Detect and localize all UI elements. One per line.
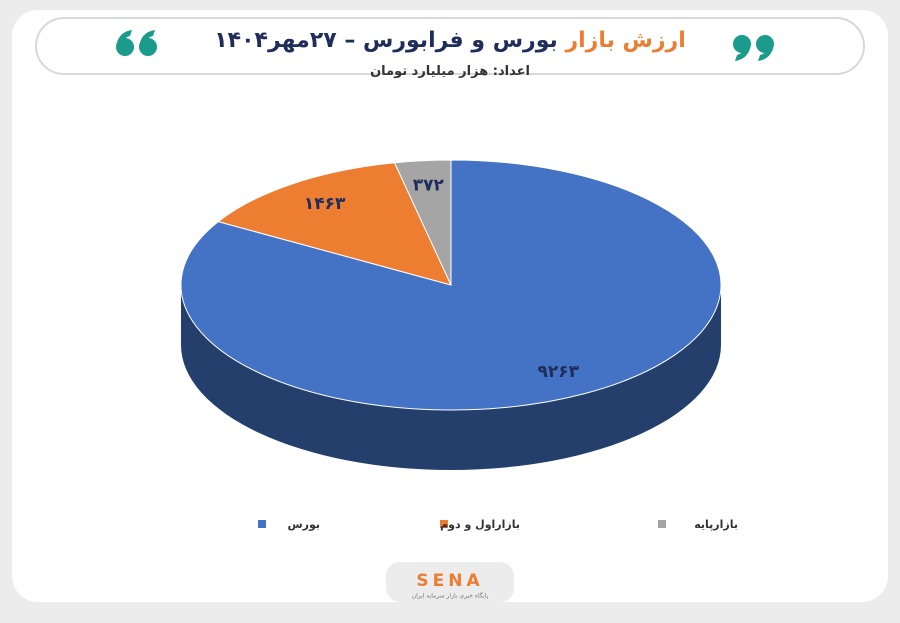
legend: بورس بازاراول و دوم بازارپایه xyxy=(258,518,738,531)
legend-label: بازاراول و دوم xyxy=(440,518,520,531)
title-highlight: ارزش بازار xyxy=(565,28,686,53)
title-rest: بورس و فرابورس – ۲۷مهر۱۴۰۴ xyxy=(214,28,558,53)
chart-title: ارزش بازار بورس و فرابورس – ۲۷مهر۱۴۰۴ xyxy=(0,28,900,53)
chart-subtitle: اعداد: هزار میلیارد تومان xyxy=(370,64,530,79)
slice-side xyxy=(181,285,721,470)
logo-bg xyxy=(386,562,514,602)
slice xyxy=(217,162,452,286)
pie: ۹۲۶۳ ۱۴۶۳ ۳۷۲ xyxy=(180,159,722,470)
data-label: ۹۲۶۳ xyxy=(537,362,579,382)
legend-marker xyxy=(658,520,666,528)
legend-label: بازارپایه xyxy=(694,518,738,531)
quote-right xyxy=(733,35,774,61)
title-bar xyxy=(35,17,865,75)
brand-tagline: پایگاه خبری بازار سرمایه ایران xyxy=(412,592,489,600)
slice xyxy=(393,159,452,286)
data-label: ۱۴۶۳ xyxy=(304,194,346,214)
legend-label: بورس xyxy=(287,518,320,531)
brand-name: SENA xyxy=(416,571,483,591)
data-label: ۳۷۲ xyxy=(413,176,445,196)
legend-marker xyxy=(258,520,266,528)
quote-left xyxy=(116,30,157,56)
legend-marker xyxy=(440,520,448,528)
